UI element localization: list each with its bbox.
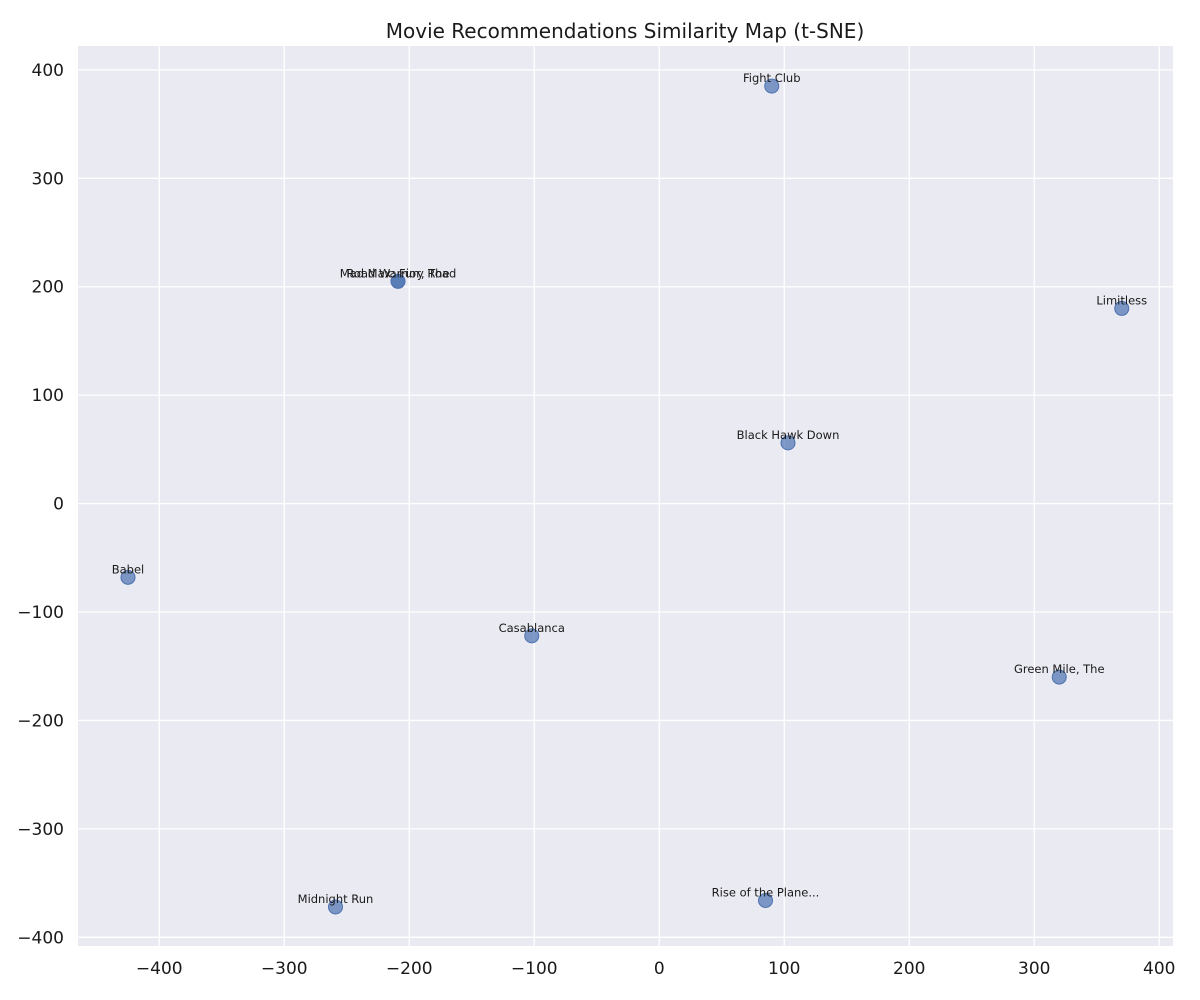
y-tick-label: 400 xyxy=(32,61,64,81)
data-point xyxy=(1114,300,1130,316)
x-tick-label: 200 xyxy=(893,959,925,979)
plot-area xyxy=(78,46,1173,946)
x-tick-label: −200 xyxy=(386,959,433,979)
data-point xyxy=(764,78,780,94)
point-label: Black Hawk Down xyxy=(737,428,840,442)
data-point xyxy=(120,569,136,585)
scatter-points xyxy=(120,78,1130,915)
grid-lines xyxy=(78,46,1173,946)
chart-title: Movie Recommendations Similarity Map (t-… xyxy=(386,19,865,43)
point-label: Green Mile, The xyxy=(1014,662,1105,676)
point-label: Midnight Run xyxy=(298,892,374,906)
y-tick-label: −400 xyxy=(17,928,64,948)
data-point xyxy=(758,892,773,908)
point-label: Mad Max: Fury Road xyxy=(340,266,457,280)
data-point xyxy=(1051,669,1067,685)
y-axis-tick-labels: −400 −300 −200 −100 0 100 200 300 400 xyxy=(17,61,64,948)
point-label: Casablanca xyxy=(499,621,565,635)
y-tick-label: 0 xyxy=(53,495,64,515)
point-label: Fight Club xyxy=(743,71,801,85)
data-point xyxy=(328,899,343,915)
x-tick-label: −400 xyxy=(136,959,183,979)
x-tick-label: 400 xyxy=(1143,959,1175,979)
point-label: Limitless xyxy=(1096,293,1147,307)
y-tick-label: 300 xyxy=(32,169,64,189)
point-label: Rise of the Plane... xyxy=(712,885,820,899)
data-point xyxy=(780,435,796,451)
x-axis-tick-labels: −400 −300 −200 −100 0 100 200 300 400 xyxy=(136,959,1176,979)
x-tick-label: −300 xyxy=(261,959,308,979)
y-tick-label: −100 xyxy=(17,603,64,623)
x-tick-label: −100 xyxy=(511,959,558,979)
y-tick-label: 100 xyxy=(32,386,64,406)
point-label: Babel xyxy=(112,562,145,576)
x-tick-label: 0 xyxy=(654,959,665,979)
x-tick-label: 300 xyxy=(1018,959,1050,979)
data-point xyxy=(524,628,540,644)
x-tick-label: 100 xyxy=(768,959,800,979)
point-label: Road Warrior, The xyxy=(346,266,449,280)
y-tick-label: −300 xyxy=(17,820,64,840)
data-point xyxy=(390,273,406,289)
y-tick-label: −200 xyxy=(17,711,64,731)
y-tick-label: 200 xyxy=(32,278,64,298)
